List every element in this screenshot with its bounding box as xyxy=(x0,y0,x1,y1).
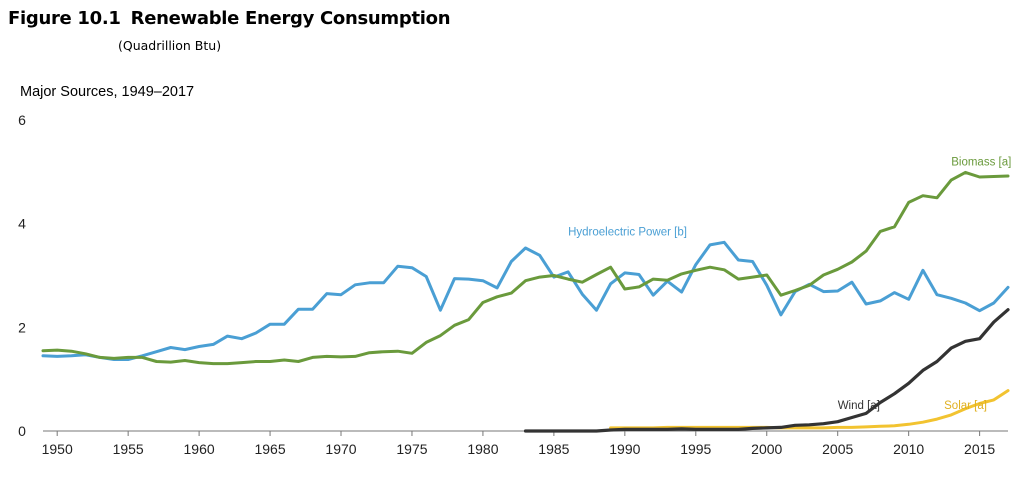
biomass-series-label: Biomass [a] xyxy=(951,156,1011,168)
x-tick-label: 1980 xyxy=(467,441,498,457)
x-tick-label: 1955 xyxy=(113,441,144,457)
x-tick-label: 2010 xyxy=(893,441,924,457)
chart-axes: 0 2 4 6 1950 1955 1960 1965 1970 1975 1980 1985 1990… xyxy=(18,112,1008,457)
x-tick-label: 1960 xyxy=(184,441,215,457)
series-labels: Hydroelectric Power [b] Biomass [a] Wind [… xyxy=(568,156,1011,412)
figure-subtitle: (Quadrillion Btu) xyxy=(118,38,222,53)
hydroelectric-power-series-label: Hydroelectric Power [b] xyxy=(568,226,687,238)
y-tick-label: 4 xyxy=(18,216,26,232)
x-tick-label: 1985 xyxy=(538,441,569,457)
panel-title: Major Sources, 1949–2017 xyxy=(20,84,195,100)
x-tick-label: 2015 xyxy=(964,441,995,457)
x-tick-label: 2005 xyxy=(822,441,853,457)
y-tick-label: 2 xyxy=(18,319,26,335)
figure-title-text: Renewable Energy Consumption xyxy=(130,8,451,29)
figure-title: Figure 10.1 Renewable Energy Consumption xyxy=(8,8,451,29)
x-tick-label: 1965 xyxy=(254,441,285,457)
x-tick-label: 1975 xyxy=(396,441,427,457)
solar-series-label: Solar [a] xyxy=(944,400,987,412)
y-tick-label: 0 xyxy=(18,423,26,439)
chart-series xyxy=(41,170,1010,433)
x-tick-label: 1950 xyxy=(42,441,73,457)
solar-line xyxy=(609,389,1010,430)
x-tick-label: 2000 xyxy=(751,441,782,457)
x-tick-label: 1990 xyxy=(609,441,640,457)
x-tick-label: 1995 xyxy=(680,441,711,457)
biomass-line xyxy=(41,170,1010,366)
x-tick-label: 1970 xyxy=(325,441,356,457)
hydroelectric-power-line xyxy=(41,240,1010,361)
y-tick-label: 6 xyxy=(18,112,26,128)
figure-number: Figure 10.1 xyxy=(8,8,121,29)
wind-line xyxy=(523,308,1010,433)
wind-series-label: Wind [a] xyxy=(838,400,880,412)
